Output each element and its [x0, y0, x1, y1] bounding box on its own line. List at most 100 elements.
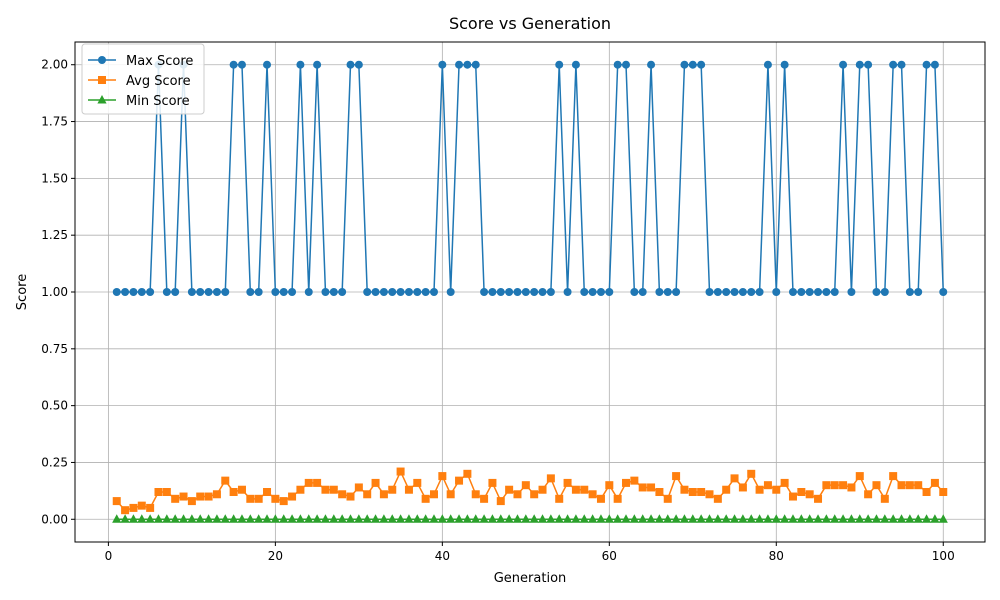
min-score-point — [896, 514, 907, 523]
max-score-point — [855, 60, 864, 69]
min-score-point — [404, 514, 414, 523]
avg-score-point — [212, 490, 221, 499]
avg-score-point — [196, 492, 205, 501]
min-score-point — [596, 514, 606, 523]
avg-score-point — [622, 478, 631, 487]
max-score-point — [196, 288, 205, 296]
min-score-point — [137, 514, 147, 523]
min-score-point — [429, 514, 439, 523]
min-score-point — [487, 514, 498, 523]
avg-score-point — [254, 494, 263, 503]
avg-score-point — [363, 490, 372, 499]
avg-score-point — [187, 497, 196, 506]
min-score-point — [170, 514, 180, 523]
avg-score-point — [288, 492, 297, 501]
max-score-point — [588, 288, 597, 296]
y-tick-label: 1.25 — [41, 228, 68, 242]
min-score-point — [830, 514, 840, 523]
min-score-point — [880, 514, 890, 523]
min-score-point — [796, 514, 806, 523]
min-score-point — [621, 514, 631, 523]
max-score-point — [112, 288, 121, 296]
max-score-point — [279, 288, 288, 296]
max-score-point — [546, 288, 555, 296]
max-score-point — [329, 288, 338, 296]
avg-score-point — [814, 494, 823, 503]
avg-score-point — [455, 476, 464, 485]
max-score-point — [263, 60, 272, 69]
max-score-point — [421, 288, 430, 296]
max-score-point — [905, 288, 914, 296]
max-score-point — [254, 288, 263, 296]
max-score-point — [505, 288, 514, 296]
legend-label-min-score: Min Score — [126, 94, 190, 109]
max-score-point — [805, 288, 814, 296]
min-score-point — [938, 514, 948, 523]
avg-score-point — [413, 478, 422, 487]
max-score-point — [171, 288, 180, 296]
x-tick-label: 20 — [268, 549, 283, 563]
min-score-point — [888, 514, 898, 523]
avg-score-point — [279, 497, 288, 506]
avg-score-point — [596, 494, 605, 503]
max-score-point — [438, 60, 447, 69]
min-score-point — [178, 514, 189, 523]
min-score-point — [529, 514, 539, 523]
avg-score-point — [162, 488, 171, 496]
max-score-point — [930, 60, 939, 69]
max-score-point — [221, 288, 230, 296]
min-score-point — [245, 514, 255, 523]
min-score-point — [788, 514, 798, 523]
max-score-point — [313, 60, 322, 69]
max-score-point — [622, 60, 631, 69]
avg-score-point — [137, 501, 146, 510]
max-score-point — [296, 60, 305, 69]
min-score-point — [437, 514, 447, 523]
max-score-point — [229, 60, 238, 69]
max-score-point — [404, 288, 413, 296]
min-score-point — [504, 514, 514, 523]
avg-score-point — [471, 490, 480, 499]
max-score-point — [713, 288, 722, 296]
min-score-point — [738, 514, 748, 523]
max-score-point — [513, 288, 522, 296]
max-score-point — [162, 288, 171, 296]
min-score-point — [754, 514, 765, 523]
avg-score-point — [421, 494, 430, 503]
max-score-point — [697, 60, 706, 69]
avg-score-point — [939, 488, 948, 496]
min-score-point — [128, 514, 139, 523]
min-score-point — [304, 514, 314, 523]
x-tick-label: 100 — [932, 549, 955, 563]
min-score-point — [696, 514, 706, 523]
min-score-point — [354, 514, 364, 523]
legend-box — [81, 43, 205, 115]
avg-score-point — [588, 490, 597, 499]
max-score-point — [455, 60, 464, 69]
max-score-point — [388, 288, 397, 296]
min-score-point — [212, 514, 222, 523]
max-score-point — [738, 288, 747, 296]
max-score-point — [530, 288, 539, 296]
avg-score-point — [830, 481, 839, 490]
max-score-point — [688, 60, 697, 69]
min-score-point — [813, 514, 823, 523]
min-score-point — [229, 514, 239, 523]
avg-score-point — [530, 490, 539, 499]
max-score-point — [304, 288, 313, 296]
max-score-point — [680, 60, 689, 69]
max-score-point — [237, 60, 246, 69]
avg-score-point — [496, 497, 505, 506]
max-score-point — [630, 288, 639, 296]
min-score-point — [863, 514, 873, 523]
min-score-point — [379, 514, 389, 523]
avg-score-point — [763, 481, 772, 490]
avg-score-point — [321, 485, 330, 494]
avg-score-point — [354, 483, 363, 492]
max-score-point — [755, 288, 764, 296]
max-score-point — [722, 288, 731, 296]
avg-score-point — [889, 472, 898, 481]
avg-score-point — [263, 488, 272, 496]
avg-score-point — [505, 485, 514, 494]
